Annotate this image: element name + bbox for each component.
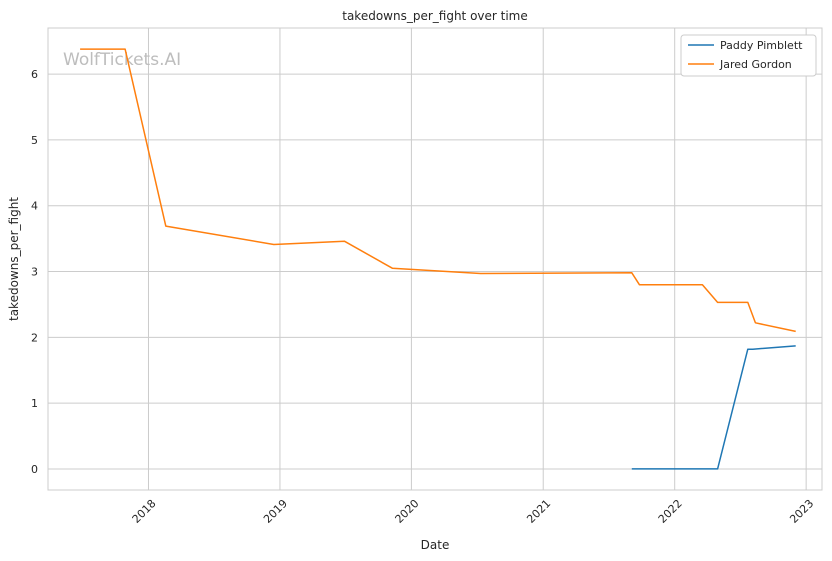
y-tick-label: 4 — [31, 200, 38, 213]
chart-title: takedowns_per_fight over time — [342, 9, 528, 23]
x-tick-label: 2019 — [261, 497, 290, 526]
y-tick-label: 5 — [31, 134, 38, 147]
legend-box — [680, 34, 817, 77]
y-axis-label: takedowns_per_fight — [7, 197, 21, 321]
x-tick-label: 2020 — [393, 497, 422, 526]
x-axis-label: Date — [421, 538, 450, 552]
legend-label-paddy-pimblett: Paddy Pimblett — [720, 39, 803, 52]
x-tick-label: 2023 — [787, 497, 816, 526]
watermark: WolfTickets.AI — [63, 50, 181, 70]
y-tick-label: 3 — [31, 266, 38, 279]
x-tick-label: 2018 — [130, 497, 159, 526]
y-tick-label: 0 — [31, 463, 38, 476]
plot-area — [47, 27, 823, 491]
x-tick-label: 2021 — [524, 497, 553, 526]
y-tick-label: 1 — [31, 397, 38, 410]
legend-label-jared-gordon: Jared Gordon — [719, 58, 792, 71]
y-axis-ticks: 0 1 2 3 4 5 6 — [31, 68, 38, 476]
y-tick-label: 6 — [31, 68, 38, 81]
x-tick-label: 2022 — [656, 497, 685, 526]
series-line-paddy-pimblett — [631, 345, 796, 470]
series-line-jared-gordon — [80, 48, 796, 333]
series-layer — [80, 48, 796, 470]
x-axis-ticks: 2018 2019 2020 2021 2022 2023 — [130, 497, 817, 526]
y-tick-label: 2 — [31, 331, 38, 344]
legend: Paddy Pimblett Jared Gordon — [680, 34, 817, 77]
